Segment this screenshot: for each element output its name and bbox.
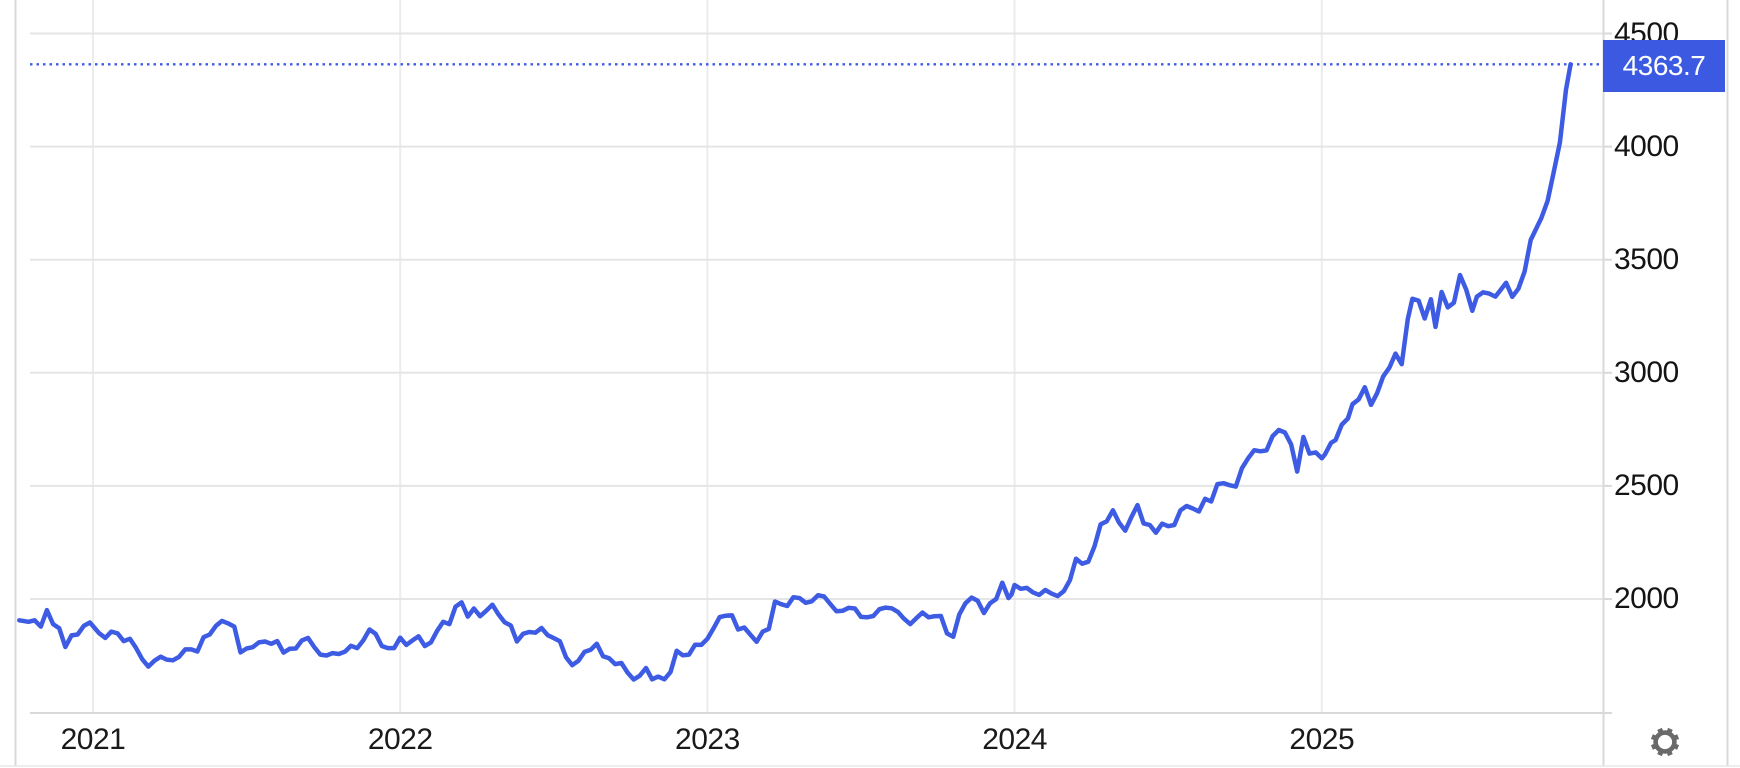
- y-axis-label: 3000: [1614, 355, 1679, 389]
- gear-icon: [1650, 727, 1680, 757]
- gear-tooth: [1650, 734, 1658, 741]
- x-axis-label: 2025: [1289, 723, 1355, 756]
- y-axis-label: 4000: [1614, 129, 1679, 163]
- gear-tooth: [1666, 727, 1673, 735]
- gear-tooth: [1672, 734, 1680, 741]
- x-axis-label: 2023: [675, 723, 740, 756]
- gear-tooth: [1650, 743, 1658, 750]
- current-price-badge: 4363.7: [1603, 40, 1725, 93]
- gear-tooth: [1657, 749, 1664, 757]
- y-axis-label: 2000: [1614, 582, 1679, 615]
- current-price-value: 4363.7: [1622, 50, 1706, 82]
- x-axis-label: 2022: [367, 723, 433, 756]
- x-axis-label: 2021: [60, 723, 126, 756]
- gear-tooth: [1666, 749, 1673, 757]
- gear-tooth: [1657, 727, 1664, 735]
- price-line: [17, 62, 1573, 682]
- x-axis-label: 2024: [982, 723, 1047, 756]
- gear-tooth: [1672, 743, 1680, 750]
- y-axis-label: 2500: [1614, 468, 1679, 502]
- settings-button[interactable]: [1647, 724, 1683, 760]
- y-axis-label: 3500: [1614, 242, 1679, 276]
